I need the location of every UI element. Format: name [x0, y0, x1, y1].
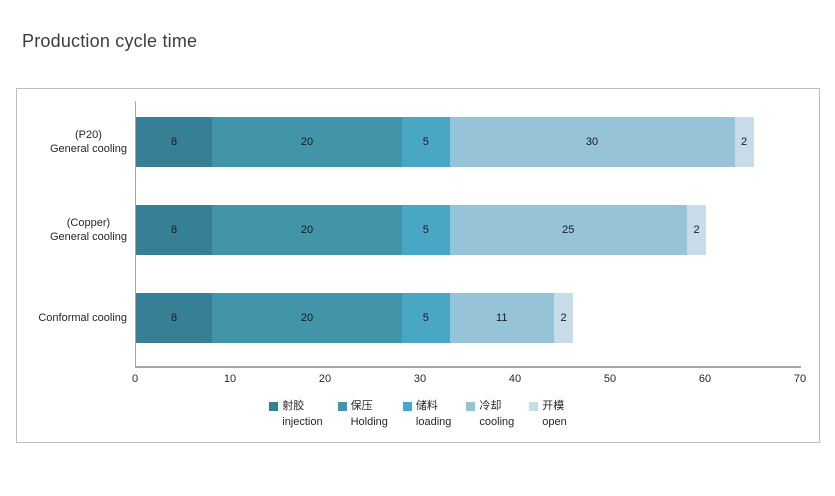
legend: 射胶 injection 保压 Holding 储料 loading 冷却 cooling 开模…	[17, 399, 819, 430]
legend-label-zh: 保压	[350, 400, 373, 412]
bar-segment-open: 2	[687, 205, 706, 255]
y-axis-line	[135, 101, 136, 367]
bar-segment-loading: 5	[402, 205, 450, 255]
segment-value-label: 5	[422, 136, 429, 148]
legend-label-zh: 开模	[542, 400, 565, 412]
x-tick-label: 60	[698, 373, 712, 385]
legend-item-open: 开模 open	[529, 399, 567, 430]
segment-value-label: 2	[693, 224, 700, 236]
category-label-text: (Copper) General cooling	[49, 217, 127, 243]
x-tick-label: 70	[793, 373, 807, 385]
legend-marker-icon	[402, 402, 412, 411]
segment-value-label: 8	[170, 312, 178, 324]
segment-value-label: 2	[560, 312, 567, 324]
segment-value-label: 2	[740, 136, 748, 148]
legend-labels: 保压 Holding	[351, 399, 388, 430]
segment-value-label: 30	[585, 136, 599, 148]
bar-row: 8 20 5 30 2	[136, 117, 754, 167]
segment-value-label: 20	[300, 312, 314, 324]
bar-segment-loading: 5	[402, 117, 450, 167]
segment-value-label: 5	[422, 224, 429, 236]
category-label-text: Conformal cooling	[38, 312, 127, 324]
category-label: (P20) General cooling	[17, 117, 129, 167]
segment-value-label: 8	[170, 224, 178, 236]
bar-segment-cooling: 11	[449, 293, 554, 343]
legend-label-en: open	[542, 416, 567, 428]
legend-label-en: cooling	[479, 416, 515, 428]
bar-segment-cooling: 30	[449, 117, 735, 167]
bar-segment-injection: 8	[136, 205, 212, 255]
legend-label-zh: 冷却	[479, 400, 502, 412]
x-tick-label: 0	[131, 373, 139, 385]
segment-value-label: 25	[562, 224, 575, 236]
legend-marker-icon	[466, 402, 476, 411]
legend-marker-icon	[337, 402, 347, 411]
segment-value-label: 20	[300, 136, 314, 148]
bar-segment-Holding: 20	[212, 205, 402, 255]
category-label-text: (P20) General cooling	[49, 129, 127, 155]
legend-label-en: Holding	[350, 416, 388, 428]
x-tick-label: 10	[223, 373, 237, 385]
legend-marker-icon	[269, 402, 279, 411]
x-tick-label: 50	[603, 373, 617, 385]
legend-item-cooling: 冷却 cooling	[466, 399, 514, 430]
legend-item-loading: 储料 loading	[402, 399, 451, 430]
legend-label-zh: 射胶	[282, 400, 305, 412]
segment-value-label: 8	[170, 136, 178, 148]
segment-value-label: 5	[422, 312, 429, 324]
legend-label-en: loading	[415, 416, 452, 428]
bar-segment-loading: 5	[402, 293, 450, 343]
x-tick-label: 30	[413, 373, 427, 385]
bar-segment-injection: 8	[136, 117, 212, 167]
bar-row: 8 20 5 25 2	[136, 205, 706, 255]
bar-segment-Holding: 20	[212, 293, 402, 343]
x-tick-label: 20	[318, 373, 332, 385]
legend-marker-icon	[529, 402, 539, 411]
chart-title: Production cycle time	[22, 31, 198, 51]
bar-segment-Holding: 20	[212, 117, 402, 167]
bar-segment-cooling: 25	[449, 205, 687, 255]
x-axis-line	[135, 366, 801, 368]
legend-item-Holding: 保压 Holding	[337, 399, 388, 430]
legend-label-zh: 储料	[415, 400, 438, 412]
legend-labels: 储料 loading	[416, 399, 451, 430]
legend-label-en: injection	[282, 416, 323, 428]
legend-labels: 冷却 cooling	[479, 399, 514, 430]
x-tick-label: 40	[508, 373, 522, 385]
legend-item-injection: 射胶 injection	[269, 399, 323, 430]
category-label: (Copper) General cooling	[17, 205, 129, 255]
chart-area: (P20) General cooling 8 20 5 30 2 (Copper) Gener…	[16, 88, 820, 443]
bar-row: 8 20 5 11 2	[136, 293, 573, 343]
segment-value-label: 11	[496, 312, 508, 324]
segment-value-label: 20	[300, 224, 314, 236]
legend-labels: 射胶 injection	[282, 399, 322, 430]
bar-segment-injection: 8	[136, 293, 212, 343]
bar-segment-open: 2	[734, 117, 754, 167]
category-label: Conformal cooling	[17, 293, 129, 343]
legend-labels: 开模 open	[542, 399, 566, 430]
bar-segment-open: 2	[554, 293, 573, 343]
